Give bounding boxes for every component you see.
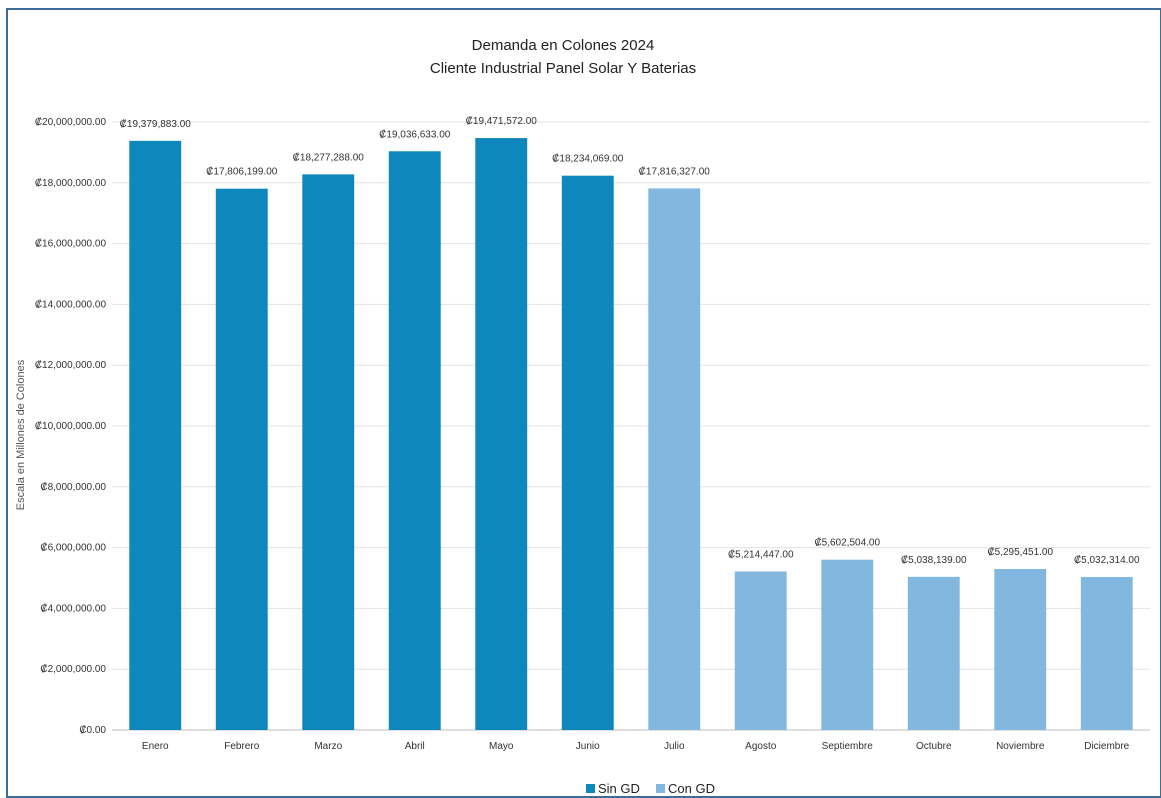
y-tick-label: ₡4,000,000.00 bbox=[40, 602, 106, 614]
x-tick-label: Octubre bbox=[916, 741, 952, 752]
data-label: ₡5,038,139.00 bbox=[901, 554, 967, 566]
data-label: ₡17,816,327.00 bbox=[639, 165, 711, 177]
data-label: ₡18,234,069.00 bbox=[552, 153, 624, 165]
x-tick-label: Abril bbox=[405, 741, 425, 752]
x-tick-label: Agosto bbox=[745, 741, 777, 752]
bar bbox=[475, 138, 528, 730]
x-tick-label: Mayo bbox=[489, 741, 514, 752]
bar bbox=[129, 140, 182, 730]
data-label-layer: ₡19,379,883.00 ₡17,806,199.00 ₡18,277,288.… bbox=[120, 115, 1140, 566]
y-tick-label: ₡12,000,000.00 bbox=[35, 359, 107, 371]
category-label-layer: Enero Febrero Marzo Abril Mayo Junio Julio Agos… bbox=[142, 741, 1130, 752]
y-tick-label: ₡8,000,000.00 bbox=[40, 481, 106, 493]
data-label: ₡5,295,451.00 bbox=[987, 546, 1053, 558]
y-tick-label: ₡6,000,000.00 bbox=[40, 542, 106, 554]
data-label: ₡18,277,288.00 bbox=[293, 151, 365, 163]
y-tick-label: ₡0.00 bbox=[79, 724, 106, 736]
chart-title: Demanda en Colones 2024 bbox=[472, 37, 655, 54]
y-tick-layer: ₡0.00 ₡2,000,000.00 ₡4,000,000.00 ₡6,000,00… bbox=[35, 116, 107, 736]
y-axis-title: Escala en Millones de Colones bbox=[15, 359, 27, 510]
data-label: ₡19,036,633.00 bbox=[379, 128, 451, 140]
bar bbox=[734, 571, 787, 730]
x-tick-label: Julio bbox=[664, 741, 685, 752]
legend-swatch-con-gd bbox=[656, 784, 665, 793]
data-label: ₡5,032,314.00 bbox=[1074, 554, 1140, 566]
bar-layer bbox=[129, 138, 1133, 731]
y-tick-label: ₡10,000,000.00 bbox=[35, 420, 107, 432]
chart-subtitle: Cliente Industrial Panel Solar Y Bateria… bbox=[430, 60, 696, 77]
y-tick-label: ₡2,000,000.00 bbox=[40, 663, 106, 675]
x-tick-label: Noviembre bbox=[996, 741, 1045, 752]
y-tick-label: ₡14,000,000.00 bbox=[35, 298, 107, 310]
bar bbox=[994, 569, 1047, 730]
chart-frame: Demanda en Colones 2024 Cliente Industri… bbox=[6, 8, 1161, 798]
grid-layer bbox=[112, 121, 1150, 731]
bar bbox=[388, 151, 441, 730]
y-tick-label: ₡18,000,000.00 bbox=[35, 177, 107, 189]
x-tick-label: Enero bbox=[142, 741, 169, 752]
x-tick-label: Septiembre bbox=[822, 741, 874, 752]
data-label: ₡19,471,572.00 bbox=[466, 115, 538, 127]
x-tick-label: Marzo bbox=[314, 741, 342, 752]
data-label: ₡19,379,883.00 bbox=[120, 118, 192, 130]
chart-svg: Demanda en Colones 2024 Cliente Industri… bbox=[15, 37, 1150, 796]
data-label: ₡5,214,447.00 bbox=[728, 548, 794, 560]
bar bbox=[1080, 577, 1133, 730]
legend-label-con-gd: Con GD bbox=[668, 781, 715, 796]
bar bbox=[215, 188, 268, 731]
bar bbox=[302, 174, 355, 731]
x-tick-label: Febrero bbox=[224, 741, 259, 752]
legend-label-sin-gd: Sin GD bbox=[598, 781, 640, 796]
x-tick-label: Diciembre bbox=[1084, 741, 1129, 752]
y-tick-label: ₡16,000,000.00 bbox=[35, 238, 107, 250]
y-tick-label: ₡20,000,000.00 bbox=[35, 116, 107, 128]
data-label: ₡17,806,199.00 bbox=[206, 166, 278, 178]
bar bbox=[561, 175, 614, 730]
x-tick-label: Junio bbox=[576, 741, 600, 752]
bar bbox=[648, 188, 701, 730]
bar bbox=[907, 576, 960, 730]
legend: Sin GD Con GD bbox=[586, 781, 715, 796]
data-label: ₡5,602,504.00 bbox=[814, 537, 880, 549]
bar bbox=[821, 559, 874, 730]
legend-swatch-sin-gd bbox=[586, 784, 595, 793]
